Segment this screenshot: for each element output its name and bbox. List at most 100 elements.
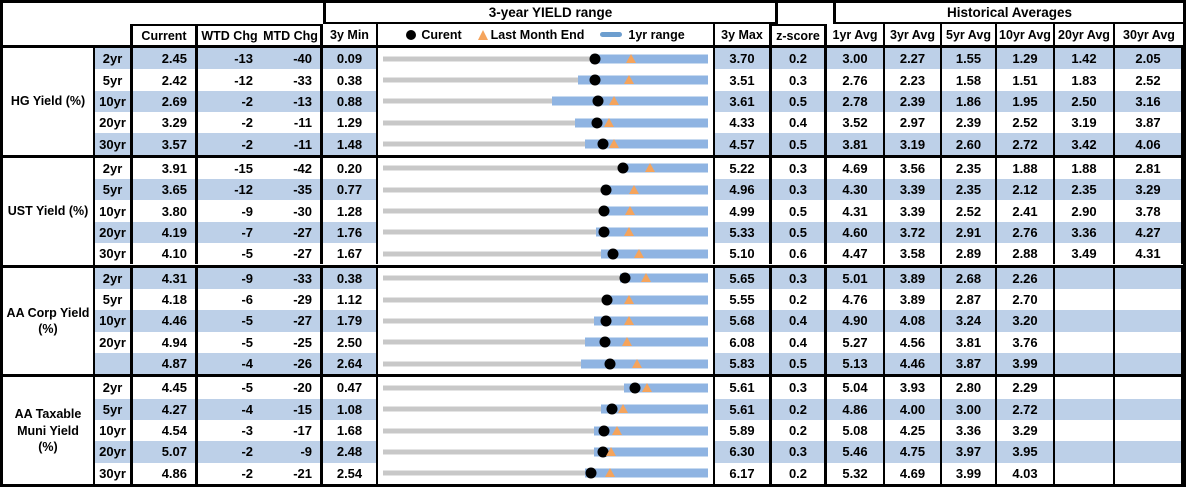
table-row: 5yr 4.27 -4 -15 1.08 5.61 0.2 4.86 4.00 3.00 2.72 xyxy=(95,398,1183,420)
tenor-cell: 20yr xyxy=(95,331,133,353)
table-row: 20yr 3.29 -2 -11 1.29 4.33 0.4 3.52 2.97 2.39 2.52… xyxy=(95,112,1183,134)
mtd-chg-cell: -42 xyxy=(261,157,323,180)
avg-cell: 4.86 xyxy=(827,398,885,420)
three-year-range-track xyxy=(383,470,708,476)
last-month-end-triangle xyxy=(608,96,619,106)
legend-1yr-range: 1yr range xyxy=(600,28,685,42)
chart-legend: Curent Last Month End 1yr range xyxy=(378,24,715,45)
current-dot xyxy=(589,53,601,65)
one-year-range-bar xyxy=(623,383,708,393)
avg-cell: 3.97 xyxy=(942,441,997,463)
legend-last-month-end-label: Last Month End xyxy=(490,27,585,42)
current-dot xyxy=(607,248,619,260)
range-chart-cell xyxy=(378,398,715,420)
three-year-range-track xyxy=(383,120,708,126)
range-plot xyxy=(383,353,708,374)
wtd-chg-cell: -2 xyxy=(198,112,261,134)
z-score-cell: 0.3 xyxy=(772,267,827,289)
section-ust-yield: UST Yield (%) 2yr 3.91 -15 -42 0.20 5.22 0.3 4.6… xyxy=(3,157,1183,268)
current-dot xyxy=(585,467,597,479)
three-year-range-track xyxy=(383,385,708,391)
avg-cell: 3.00 xyxy=(942,398,997,420)
one-year-range-bar xyxy=(552,96,708,106)
one-year-range-bar xyxy=(591,54,708,64)
range-chart-cell xyxy=(378,310,715,332)
avg-cell: 3.93 xyxy=(885,377,942,399)
historical-averages-title: Historical Averages xyxy=(833,3,1183,24)
range-chart-cell xyxy=(378,221,715,244)
legend-last-month-end: Last Month End xyxy=(477,27,585,42)
max-3y-cell: 5.33 xyxy=(715,221,772,244)
avg-cell: 2.39 xyxy=(942,112,997,134)
tenor-cell: 20yr xyxy=(95,441,133,463)
table-row: 20yr 4.94 -5 -25 2.50 6.08 0.4 5.27 4.56 3.81 3.76 xyxy=(95,331,1183,353)
column-header-1yr-avg: 1yr Avg xyxy=(827,24,885,45)
min-3y-cell: 1.79 xyxy=(323,310,378,332)
current-dot xyxy=(600,184,612,196)
tenor-cell: 10yr xyxy=(95,200,133,222)
avg-cell: 1.51 xyxy=(997,69,1055,91)
min-3y-cell: 0.88 xyxy=(323,90,378,113)
z-score-cell: 0.3 xyxy=(772,441,827,463)
max-3y-cell: 5.65 xyxy=(715,267,772,289)
avg-cell: 2.27 xyxy=(885,48,942,70)
current-dot xyxy=(617,162,629,174)
min-3y-cell: 1.67 xyxy=(323,243,378,265)
avg-cell: 5.04 xyxy=(827,377,885,399)
avg-cell xyxy=(1115,352,1183,375)
avg-cell: 3.89 xyxy=(885,267,942,289)
section-label: UST Yield (%) xyxy=(3,157,95,265)
avg-cell: 2.88 xyxy=(997,243,1055,265)
three-year-range-track xyxy=(383,275,708,281)
avg-cell: 4.30 xyxy=(827,179,885,201)
wtd-chg-cell: -12 xyxy=(198,69,261,91)
one-year-range-bar xyxy=(594,426,708,436)
avg-cell: 4.03 xyxy=(997,462,1055,484)
wtd-chg-cell: -4 xyxy=(198,398,261,420)
avg-cell: 3.20 xyxy=(997,310,1055,332)
z-score-cell: 0.2 xyxy=(772,48,827,70)
current-cell: 2.69 xyxy=(133,90,198,113)
table-body: HG Yield (%) 2yr 2.45 -13 -40 0.09 3.70 0.2 3.00… xyxy=(3,48,1183,484)
avg-cell: 2.91 xyxy=(942,221,997,244)
range-plot xyxy=(383,420,708,441)
avg-cell: 2.76 xyxy=(997,221,1055,244)
avg-cell: 2.90 xyxy=(1055,200,1115,222)
avg-cell: 2.23 xyxy=(885,69,942,91)
tenor-cell: 5yr xyxy=(95,398,133,420)
section-label-line: (%) xyxy=(38,439,58,454)
column-header-3y-max: 3y Max xyxy=(715,24,772,45)
avg-cell: 5.46 xyxy=(827,441,885,463)
tenor-cell: 5yr xyxy=(95,69,133,91)
avg-cell: 2.26 xyxy=(997,267,1055,289)
avg-cell xyxy=(1115,462,1183,484)
wtd-chg-cell: -2 xyxy=(198,462,261,484)
avg-cell xyxy=(1055,441,1115,463)
wtd-chg-cell: -2 xyxy=(198,441,261,463)
wtd-chg-cell: -4 xyxy=(198,352,261,375)
one-year-range-bar xyxy=(584,468,708,478)
last-month-end-triangle-icon xyxy=(477,29,488,40)
one-year-range-bar xyxy=(581,359,708,369)
wtd-chg-cell: -9 xyxy=(198,267,261,289)
column-header-5yr-avg: 5yr Avg xyxy=(942,24,997,45)
last-month-end-triangle xyxy=(625,206,636,216)
wtd-chg-cell: -15 xyxy=(198,157,261,180)
avg-cell: 5.32 xyxy=(827,462,885,484)
avg-cell: 3.58 xyxy=(885,243,942,265)
tenor-cell: 20yr xyxy=(95,112,133,134)
avg-cell xyxy=(1055,331,1115,353)
avg-cell: 1.83 xyxy=(1055,69,1115,91)
avg-cell xyxy=(1115,288,1183,311)
max-3y-cell: 5.83 xyxy=(715,352,772,375)
current-dot xyxy=(606,403,618,415)
min-3y-cell: 1.68 xyxy=(323,419,378,442)
column-header-3yr-avg: 3yr Avg xyxy=(885,24,942,45)
range-plot xyxy=(383,222,708,243)
last-month-end-triangle xyxy=(623,294,634,304)
avg-cell: 1.58 xyxy=(942,69,997,91)
max-3y-cell: 4.33 xyxy=(715,112,772,134)
avg-cell: 4.08 xyxy=(885,310,942,332)
avg-cell: 2.70 xyxy=(997,288,1055,311)
section-label: AA Taxable Muni Yield (%) xyxy=(3,377,95,484)
